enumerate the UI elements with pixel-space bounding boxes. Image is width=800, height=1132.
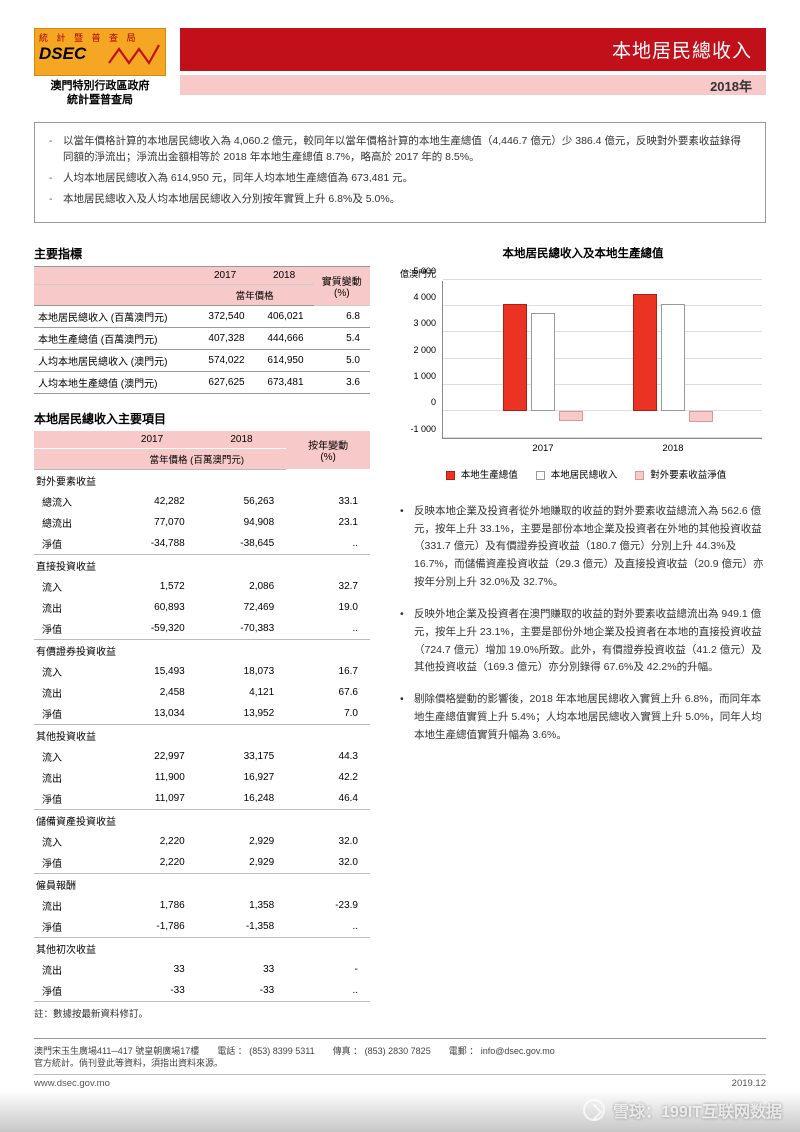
table-row: 流入1,5722,08632.7: [34, 576, 370, 597]
chart-plot: 20172018: [442, 281, 762, 439]
watermark: 雪球：199IT互联网数据: [583, 1098, 782, 1122]
table-row: 流入2,2202,92932.0: [34, 831, 370, 852]
footer-date: 2019.12: [732, 1078, 766, 1089]
page-title: 本地居民總收入: [180, 28, 766, 71]
table2-note: 註：數據按最新資料修訂。: [34, 1006, 370, 1020]
chart-bar: [503, 304, 527, 411]
chart-y-axis: -1 00001 0002 0003 0004 0005 000: [400, 281, 440, 439]
table-group: 其他投資收益: [34, 724, 370, 746]
page-year: 2018年: [180, 75, 766, 95]
body-columns: 主要指標 20172018實質變動(%) 當年價格本地居民總收入 (百萬澳門元)…: [34, 245, 766, 1020]
chart-bar: [661, 304, 685, 411]
left-column: 主要指標 20172018實質變動(%) 當年價格本地居民總收入 (百萬澳門元)…: [34, 245, 370, 1020]
chart-bar: [531, 313, 555, 411]
table-row: 流入15,49318,07316.7: [34, 661, 370, 682]
right-column: 本地居民總收入及本地生產總值 億澳門元 -1 00001 0002 0003 0…: [400, 245, 766, 1020]
chart-bar: [633, 294, 657, 411]
table-group: 對外要素收益: [34, 469, 370, 491]
logo-block: 統 計 暨 普 查 局 DSEC 澳門特別行政區政府 統計暨普查局: [34, 28, 166, 108]
table1-title: 主要指標: [34, 245, 370, 262]
logo: 統 計 暨 普 查 局 DSEC: [34, 28, 166, 76]
table-row: 淨值2,2202,92932.0: [34, 852, 370, 874]
table-row: 本地生產總值 (百萬澳門元)407,328444,6665.4: [34, 327, 370, 349]
table-row: 總流入42,28256,26333.1: [34, 491, 370, 512]
footer-address: 澳門宋玉生廣場411─417 號皇朝廣場17樓 電話 ： (853) 8399 …: [34, 1045, 766, 1070]
summary-item: -人均本地居民總收入為 614,950 元，同年人均本地生產總值為 673,48…: [49, 170, 751, 187]
table2-title: 本地居民總收入主要項目: [34, 410, 370, 427]
table-row: 淨值11,09716,24846.4: [34, 788, 370, 810]
bar-chart: 億澳門元 -1 00001 0002 0003 0004 0005 000 20…: [400, 269, 766, 459]
page: 統 計 暨 普 查 局 DSEC 澳門特別行政區政府 統計暨普查局 本地居民總收…: [0, 0, 800, 1132]
footer-url: www.dsec.gov.mo: [34, 1078, 110, 1089]
table-group: 儲備資產投資收益: [34, 809, 370, 831]
bullet-item: •反映外地企業及投資者在澳門賺取的收益的對外要素收益總流出為 949.1 億元，…: [400, 606, 766, 677]
summary-item: -本地居民總收入及人均本地居民總收入分別按年實質上升 6.8%及 5.0%。: [49, 191, 751, 208]
table-row: 總流出77,07094,90823.1: [34, 512, 370, 533]
table-group: 其他初次收益: [34, 937, 370, 959]
bullet-item: •反映本地企業及投資者從外地賺取的收益的對外要素收益總流入為 562.6 億元，…: [400, 503, 766, 592]
table-group: 有價證券投資收益: [34, 639, 370, 661]
table-group: 僱員報酬: [34, 873, 370, 895]
logo-zigzag-icon: [107, 43, 163, 67]
table-row: 流出2,4584,12167.6: [34, 682, 370, 703]
table-row: 淨值-59,320-70,383..: [34, 618, 370, 640]
detail-table: 20172018按年變動(%) 當年價格 (百萬澳門元)對外要素收益總流入42,…: [34, 431, 370, 1002]
watermark-icon: [583, 1099, 605, 1121]
summary-item: -以當年價格計算的本地居民總收入為 4,060.2 億元，較同年以當年價格計算的…: [49, 133, 751, 167]
table-row: 流出3333-: [34, 959, 370, 980]
table-group: 直接投資收益: [34, 554, 370, 576]
footer-bottom: www.dsec.gov.mo 2019.12: [34, 1074, 766, 1089]
table-row: 淨值-1,786-1,358..: [34, 916, 370, 938]
table-row: 淨值13,03413,9527.0: [34, 703, 370, 725]
chart-legend: 本地生產總值 本地居民總收入對外要素收益淨值: [400, 467, 766, 481]
bullet-list: •反映本地企業及投資者從外地賺取的收益的對外要素收益總流入為 562.6 億元，…: [400, 503, 766, 745]
chart-title: 本地居民總收入及本地生產總值: [400, 245, 766, 261]
table-row: 人均本地居民總收入 (澳門元)574,022614,9505.0: [34, 349, 370, 371]
table-row: 人均本地生產總值 (澳門元)627,625673,4813.6: [34, 371, 370, 393]
legend-item: 本地生產總值: [440, 470, 518, 481]
summary-box: -以當年價格計算的本地居民總收入為 4,060.2 億元，較同年以當年價格計算的…: [34, 122, 766, 223]
table-row: 流出11,90016,92742.2: [34, 767, 370, 788]
table-row: 淨值-34,788-38,645..: [34, 533, 370, 555]
table-row: 流出1,7861,358-23.9: [34, 895, 370, 916]
header: 統 計 暨 普 查 局 DSEC 澳門特別行政區政府 統計暨普查局 本地居民總收…: [34, 28, 766, 108]
footer-rule: [34, 1038, 766, 1039]
indicators-table: 20172018實質變動(%) 當年價格本地居民總收入 (百萬澳門元)372,5…: [34, 266, 370, 394]
title-column: 本地居民總收入 2018年: [180, 28, 766, 108]
chart-bar: [559, 411, 583, 420]
table-row: 流入22,99733,17544.3: [34, 746, 370, 767]
bullet-item: •剔除價格變動的影響後，2018 年本地居民總收入實質上升 6.8%，而同年本地…: [400, 691, 766, 745]
legend-item: 對外要素收益淨值: [629, 470, 726, 481]
table-row: 流出60,89372,46919.0: [34, 597, 370, 618]
chart-bar: [689, 411, 713, 421]
table-row: 本地居民總收入 (百萬澳門元)372,540406,0216.8: [34, 305, 370, 327]
legend-item: 本地居民總收入: [530, 470, 618, 481]
table-row: 淨值-33-33..: [34, 980, 370, 1002]
logo-sub: 澳門特別行政區政府 統計暨普查局: [34, 80, 166, 108]
